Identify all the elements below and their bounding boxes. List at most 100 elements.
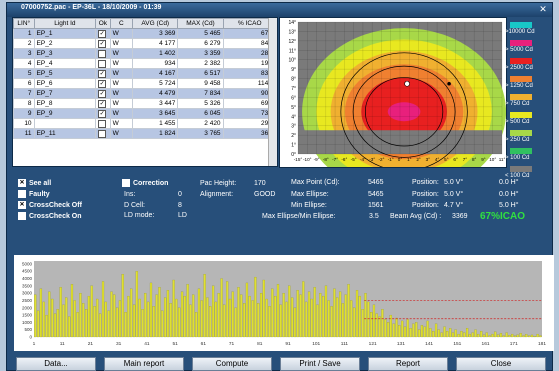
x-tick-label: 9° (481, 157, 486, 162)
ok-checkbox[interactable]: ✓ (98, 89, 107, 98)
data-bar (361, 309, 364, 338)
data-bar (158, 287, 161, 338)
data-bar (429, 328, 432, 338)
isocandela-plot: 14° 13° 12° 11° 10° 9° 8° 7° 6° 5° 4° 3° 2° 1° 0° -15° -… (279, 17, 507, 196)
table-scrollbar[interactable] (268, 18, 277, 166)
ok-cell: ✓ (95, 88, 111, 99)
table-cell-lin: 7 (13, 88, 35, 99)
data-bar (401, 320, 404, 338)
column-header[interactable]: Light Id (33, 18, 97, 29)
y-tick-label: 1° (291, 143, 296, 149)
y-tick-label: 12° (288, 39, 296, 45)
min-ellipse-value: 1561 (368, 202, 384, 209)
ok-checkbox[interactable]: ✓ (98, 79, 107, 88)
legend-label: > 1250 Cd (505, 83, 533, 89)
data-bar (355, 290, 359, 338)
data-bar (302, 281, 305, 338)
report-button[interactable]: Report (368, 357, 448, 371)
ok-checkbox[interactable]: ✓ (98, 99, 107, 108)
data-bar (70, 284, 74, 338)
data-bar (262, 279, 265, 338)
table-cell-max: 2 382 (177, 58, 224, 69)
y-tick-label: 1000 (22, 320, 33, 325)
close-button[interactable]: Close (456, 357, 546, 371)
crosscheck-off-radio[interactable]: ✕ CrossCheck Off (18, 201, 82, 209)
data-bar (511, 333, 514, 338)
ok-checkbox[interactable]: ✓ (98, 29, 107, 38)
data-bar (466, 328, 469, 338)
table-cell-c: W (109, 108, 134, 119)
data-bar (370, 312, 373, 338)
data-bar (56, 309, 59, 338)
column-header[interactable]: MAX (Cd) (177, 18, 224, 29)
data-bar (152, 306, 155, 338)
table-cell-c: W (109, 98, 134, 109)
table-row[interactable]: 6 EP_6 ✓ W 5 724 9 458 114% (13, 78, 277, 89)
ok-checkbox[interactable] (98, 119, 107, 128)
crosscheck-on-radio[interactable]: CrossCheck On (18, 212, 82, 220)
close-icon[interactable]: ✕ (539, 4, 547, 14)
column-header[interactable]: Ok (95, 18, 111, 29)
column-header[interactable]: C (109, 18, 134, 29)
data-bar (505, 332, 508, 338)
data-bar (138, 298, 141, 338)
ratio-value: 3.5 (369, 213, 379, 220)
x-tick-label: 21 (88, 341, 94, 347)
data-bar (189, 304, 192, 338)
column-header[interactable]: LIN° (13, 18, 35, 29)
ok-checkbox[interactable] (98, 59, 107, 68)
x-tick-label: 11 (60, 341, 65, 347)
data-bar (446, 331, 449, 338)
x-tick-label: -9° (314, 157, 320, 162)
ok-checkbox[interactable]: ✓ (98, 39, 107, 48)
data-bar (528, 335, 531, 338)
data-bar (34, 294, 37, 338)
beam-avg-label: Beam Avg (Cd) : (390, 213, 442, 220)
data-bar (519, 333, 522, 338)
main-report-button[interactable]: Main report (104, 357, 184, 371)
data-bar (350, 300, 353, 338)
x-tick-label: 31 (116, 341, 122, 347)
table-cell-lin: 4 (13, 58, 35, 69)
x-tick-label: -2° (378, 157, 384, 162)
legend-swatch (510, 22, 532, 28)
dcell-value: 8 (178, 202, 182, 209)
print-save-button[interactable]: Print / Save (280, 357, 360, 371)
ok-cell: ✓ (95, 38, 111, 49)
table-cell-id: EP_8 (33, 98, 97, 109)
table-cell-id: EP_4 (33, 58, 97, 69)
column-header[interactable]: AVG (Cd) (132, 18, 179, 29)
ok-checkbox[interactable]: ✓ (98, 109, 107, 118)
ellipse-outline (364, 77, 444, 147)
ok-checkbox[interactable] (98, 49, 107, 58)
see-all-checkbox[interactable]: ✕ See all (18, 179, 52, 187)
data-bar (299, 294, 302, 338)
data-button[interactable]: Data... (16, 357, 96, 371)
data-bar (231, 291, 234, 338)
ok-checkbox[interactable] (98, 129, 107, 138)
data-bar (533, 336, 536, 338)
faulty-checkbox[interactable]: Faulty (18, 190, 50, 198)
x-tick-label: 171 (510, 341, 518, 347)
compute-button[interactable]: Compute (192, 357, 272, 371)
correction-checkbox[interactable]: Correction (122, 179, 168, 187)
x-tick-label: 11° (499, 157, 506, 162)
data-bar (522, 335, 525, 338)
ldmode-value: LD (178, 212, 187, 219)
legend-swatch (510, 94, 532, 100)
data-bar (265, 298, 268, 338)
y-tick-label: 9° (291, 67, 296, 73)
ok-cell: ✓ (95, 98, 111, 109)
ok-checkbox[interactable]: ✓ (98, 69, 107, 78)
